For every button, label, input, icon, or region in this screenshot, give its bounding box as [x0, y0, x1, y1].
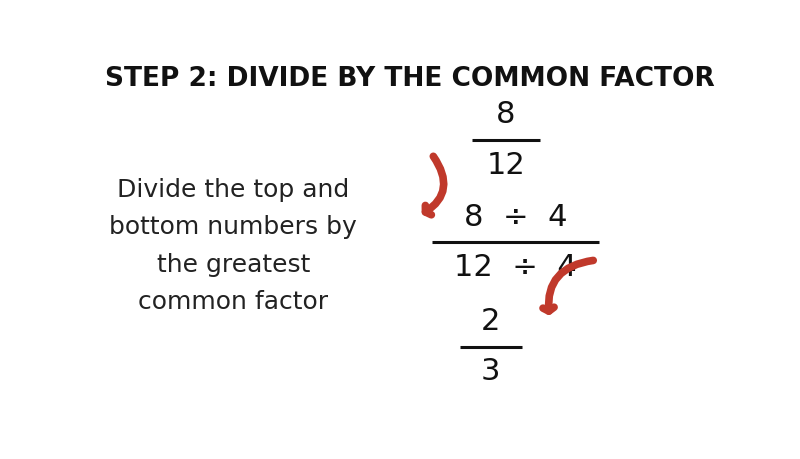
Text: 8  ÷  4: 8 ÷ 4 — [464, 203, 567, 232]
Text: 12  ÷  4: 12 ÷ 4 — [454, 253, 577, 282]
Text: Divide the top and
bottom numbers by
the greatest
common factor: Divide the top and bottom numbers by the… — [110, 178, 357, 314]
Text: 12: 12 — [486, 151, 526, 179]
Text: 3: 3 — [481, 357, 500, 386]
Text: 8: 8 — [496, 101, 516, 129]
Text: STEP 2: DIVIDE BY THE COMMON FACTOR: STEP 2: DIVIDE BY THE COMMON FACTOR — [105, 66, 715, 92]
Text: 2: 2 — [481, 307, 500, 336]
